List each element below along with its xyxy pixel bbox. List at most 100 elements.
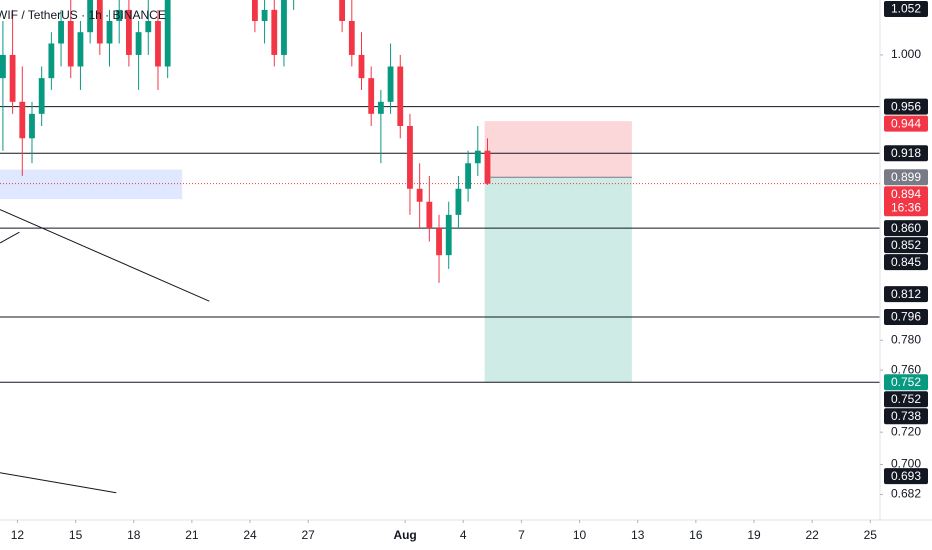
- trendline: [0, 231, 20, 244]
- target-zone: [484, 177, 632, 383]
- candle-body: [387, 66, 394, 102]
- price-label: 0.752: [891, 375, 921, 389]
- price-label: 1.052: [891, 2, 921, 16]
- price-label-box: [884, 374, 928, 391]
- price-label: 0.752: [891, 392, 921, 406]
- x-tick-label: 21: [185, 528, 199, 542]
- candle-body: [484, 150, 491, 184]
- candle-body: [135, 32, 142, 55]
- candle-body: [358, 54, 365, 79]
- stop-zone: [484, 121, 632, 178]
- chart-title: WIF / TetherUS · 1h · BINANCE: [0, 8, 166, 22]
- candle-body: [445, 214, 452, 256]
- price-label-box: [884, 98, 928, 115]
- candle-body: [116, 9, 123, 21]
- price-label: 0.796: [891, 310, 921, 324]
- candle-body: [465, 163, 472, 189]
- candle-body: [407, 125, 413, 189]
- plot-area: [0, 0, 880, 494]
- candle-body: [87, 0, 94, 33]
- candle-body: [164, 0, 171, 67]
- x-tick-label: 4: [460, 528, 467, 542]
- candle-body: [19, 101, 26, 139]
- candle-body: [251, 0, 258, 21]
- candle-body: [281, 0, 287, 55]
- candle-body: [155, 20, 161, 67]
- x-tick-label: 22: [805, 528, 819, 542]
- y-tick-label: 0.720: [891, 424, 921, 438]
- price-label-box: [884, 220, 928, 237]
- candle-body: [416, 188, 423, 202]
- candle-body: [271, 9, 278, 55]
- candle-body: [348, 20, 355, 55]
- candle-body: [67, 20, 74, 67]
- x-tick-label: 27: [302, 528, 316, 542]
- price-label-box: [884, 308, 928, 325]
- price-label: 0.812: [891, 287, 921, 301]
- x-tick-label: 12: [11, 528, 25, 542]
- price-label: 0.693: [891, 469, 921, 483]
- price-label-box: [884, 186, 928, 217]
- y-tick-label: 0.780: [891, 332, 921, 346]
- price-label-box: [884, 237, 928, 254]
- candle-body: [339, 0, 346, 21]
- x-tick-label: 13: [631, 528, 645, 542]
- price-label-box: [884, 468, 928, 485]
- trendline: [0, 209, 210, 302]
- price-label: 0.894: [891, 187, 921, 201]
- candle-body: [0, 54, 6, 79]
- candle-body: [125, 9, 132, 55]
- candle-body: [426, 201, 433, 229]
- x-tick-label: 18: [127, 528, 141, 542]
- candle-body: [106, 20, 113, 44]
- y-tick-label: 0.760: [891, 362, 921, 376]
- zone: [0, 169, 183, 200]
- price-label-box: [884, 391, 928, 408]
- price-label-box: [884, 286, 928, 303]
- candle-body: [377, 101, 384, 114]
- x-tick-label: Aug: [393, 528, 416, 542]
- trendline: [0, 472, 117, 494]
- countdown: 16:36: [891, 200, 921, 214]
- x-tick-label: 10: [573, 528, 587, 542]
- price-label: 0.956: [891, 99, 921, 113]
- candle-body: [397, 66, 404, 126]
- price-label: 0.944: [891, 116, 921, 130]
- x-tick-label: 16: [689, 528, 703, 542]
- price-label: 0.852: [891, 238, 921, 252]
- candle-body: [96, 0, 103, 44]
- x-tick-label: 25: [864, 528, 878, 542]
- y-tick-label: 0.682: [891, 487, 921, 501]
- price-label: 0.899: [891, 170, 921, 184]
- candle-body: [58, 20, 64, 44]
- price-label: 0.738: [891, 409, 921, 423]
- price-label-box: [884, 115, 928, 132]
- price-label: 0.918: [891, 146, 921, 160]
- x-tick-label: 7: [518, 528, 525, 542]
- candle-body: [29, 113, 35, 139]
- price-label-box: [884, 145, 928, 162]
- candle-body: [145, 20, 152, 33]
- price-label: 0.860: [891, 221, 921, 235]
- candle-body: [436, 228, 442, 256]
- price-label: 0.845: [891, 255, 921, 269]
- x-tick-label: 24: [243, 528, 257, 542]
- price-label-box: [884, 408, 928, 425]
- candle-body: [38, 78, 45, 114]
- x-tick-label: 15: [69, 528, 83, 542]
- candle-body: [77, 32, 84, 67]
- candle-body: [474, 150, 481, 164]
- candle-body: [368, 78, 375, 114]
- price-label-box: [884, 1, 928, 17]
- candle-body: [48, 43, 55, 79]
- candle-body: [455, 188, 462, 215]
- candle-body: [9, 54, 16, 102]
- y-tick-label: 0.700: [891, 457, 921, 471]
- price-label-box: [884, 254, 928, 271]
- x-tick-label: 19: [747, 528, 761, 542]
- candle-body: [261, 9, 268, 21]
- y-tick-label: 1.000: [891, 47, 921, 61]
